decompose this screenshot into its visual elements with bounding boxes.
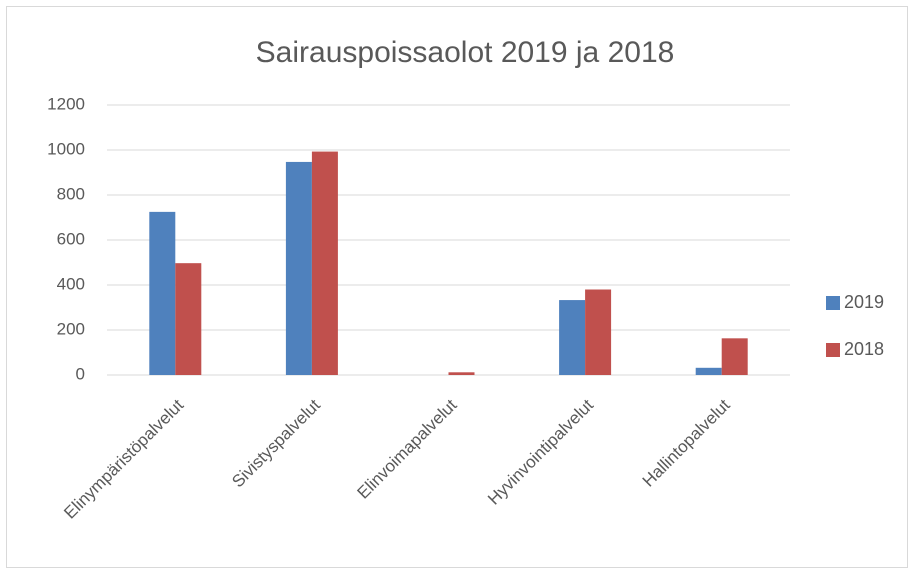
bar <box>721 338 748 375</box>
chart-border <box>6 6 908 568</box>
y-tick-label: 200 <box>57 319 85 338</box>
bar <box>448 372 475 375</box>
bar <box>311 151 338 375</box>
chart-title: Sairauspoissaolot 2019 ja 2018 <box>256 36 675 69</box>
y-tick-label: 1000 <box>47 139 85 158</box>
bar <box>559 300 586 375</box>
y-tick-label: 800 <box>57 184 85 203</box>
bar <box>585 289 612 375</box>
y-tick-label: 0 <box>76 364 85 383</box>
legend-label: 2019 <box>844 292 884 312</box>
bar <box>285 161 312 375</box>
legend-label: 2018 <box>844 339 884 359</box>
bar <box>695 367 722 375</box>
y-tick-label: 400 <box>57 274 85 293</box>
bar <box>175 263 202 375</box>
y-tick-label: 600 <box>57 229 85 248</box>
y-tick-label: 1200 <box>47 94 85 113</box>
legend-swatch <box>826 343 840 357</box>
bar <box>149 211 176 375</box>
legend-swatch <box>826 296 840 310</box>
